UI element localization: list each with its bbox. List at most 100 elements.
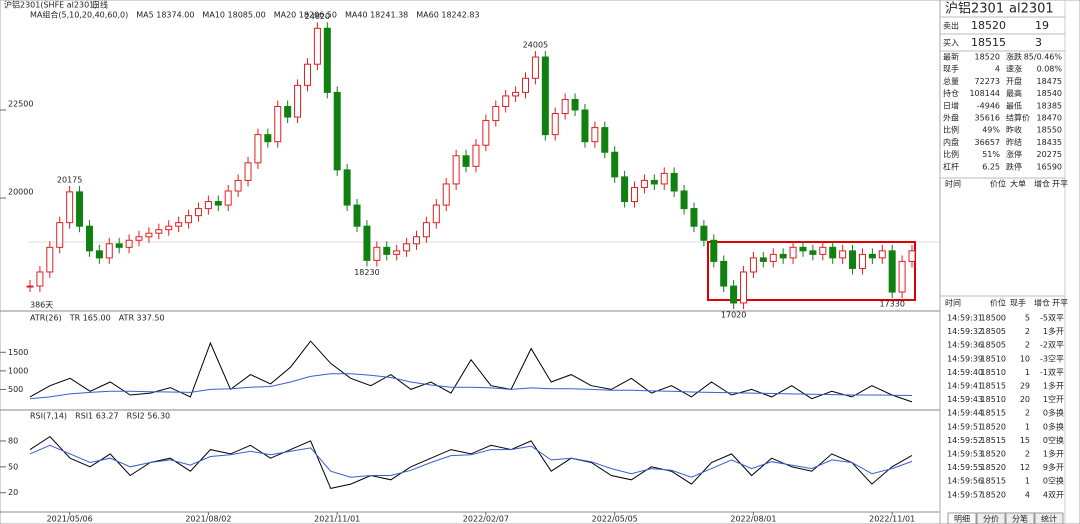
candle bbox=[323, 27, 331, 93]
trade-cell: 18520 bbox=[981, 463, 1006, 472]
tab[interactable] bbox=[1005, 512, 1035, 524]
trade-cell: -3 bbox=[1040, 354, 1048, 363]
quote-value: 0.08% bbox=[1037, 65, 1063, 74]
trade-cell: 18515 bbox=[981, 382, 1006, 391]
candle bbox=[165, 225, 173, 231]
tab-label[interactable]: 分价 bbox=[983, 515, 999, 524]
column-header: 开平 bbox=[1052, 180, 1068, 189]
y-tick-label: 1500 bbox=[8, 348, 28, 357]
quote-value: -4946 bbox=[977, 101, 1000, 110]
candle bbox=[353, 204, 361, 227]
trade-cell: 空开 bbox=[1048, 394, 1064, 404]
tab[interactable] bbox=[947, 512, 977, 524]
candle bbox=[502, 95, 510, 107]
quote-label: 比例 bbox=[943, 125, 959, 135]
highlight-box bbox=[707, 241, 916, 301]
candle bbox=[343, 169, 351, 206]
quote-value: 18475 bbox=[1037, 77, 1062, 86]
tab[interactable] bbox=[1034, 512, 1064, 524]
quote-label: 昨收 bbox=[1006, 125, 1022, 135]
trade-cell: 18505 bbox=[981, 341, 1006, 350]
quote-value: 72273 bbox=[975, 77, 1000, 86]
quote-value: 20275 bbox=[1037, 150, 1062, 159]
trade-cell: 1 bbox=[1025, 368, 1030, 377]
trade-cell: 多开 bbox=[1048, 449, 1064, 459]
trade-cell: 15 bbox=[1020, 436, 1030, 445]
quote-value: 36657 bbox=[975, 138, 1000, 147]
tab-label[interactable]: 统计 bbox=[1041, 514, 1057, 524]
trade-cell: 14:59:44 bbox=[947, 409, 983, 418]
quote-value: 85/0.46% bbox=[1024, 53, 1063, 62]
candle bbox=[234, 179, 242, 192]
y-tick-label: 20000 bbox=[8, 188, 33, 197]
trade-cell: 双开 bbox=[1048, 490, 1064, 499]
book-label: 买入 bbox=[943, 39, 959, 48]
candle bbox=[95, 250, 103, 259]
quote-label: 比例 bbox=[943, 149, 959, 159]
trade-cell: 1 bbox=[1025, 477, 1030, 486]
candle bbox=[46, 246, 54, 273]
column-header: 价位 bbox=[990, 179, 1006, 189]
quote-label: 外盘 bbox=[943, 113, 959, 123]
trade-cell: 14:59:41 bbox=[947, 382, 983, 391]
period[interactable]: 日线 bbox=[92, 0, 108, 10]
trade-cell: 0 bbox=[1043, 409, 1048, 418]
book-label: 卖出 bbox=[943, 21, 959, 31]
candle bbox=[561, 98, 569, 115]
candle bbox=[452, 155, 460, 185]
tab-label[interactable]: 分笔 bbox=[1012, 514, 1028, 524]
trade-cell: 空换 bbox=[1048, 435, 1064, 445]
trade-cell: 多换 bbox=[1048, 408, 1064, 418]
candle bbox=[759, 257, 767, 262]
tab-label[interactable]: 明细 bbox=[954, 514, 970, 524]
quote-label: 涨跌 bbox=[1006, 52, 1022, 62]
quote-label: 速涨 bbox=[1006, 64, 1022, 74]
tab[interactable] bbox=[976, 512, 1006, 524]
series-line bbox=[29, 340, 913, 403]
trade-cell: 双平 bbox=[1048, 341, 1064, 350]
candle bbox=[284, 105, 292, 118]
trade-cell: 14:59:55 bbox=[947, 463, 983, 472]
candle bbox=[145, 232, 153, 238]
legend-entry: MA40 18241.38 bbox=[345, 11, 408, 20]
series-line bbox=[29, 444, 913, 478]
candle bbox=[66, 191, 74, 224]
trade-cell: 0 bbox=[1043, 436, 1048, 445]
candle bbox=[551, 113, 559, 136]
candle bbox=[621, 176, 629, 203]
y-tick-label: 1000 bbox=[8, 366, 28, 375]
trade-cell: -2 bbox=[1040, 341, 1048, 350]
quote-label: 最低 bbox=[1006, 100, 1022, 110]
trade-cell: 18515 bbox=[981, 409, 1006, 418]
price-annotation: 17020 bbox=[721, 310, 746, 319]
candle bbox=[383, 246, 391, 255]
quote-label: 跌停 bbox=[1006, 161, 1022, 171]
candle bbox=[730, 285, 738, 304]
candle bbox=[611, 151, 619, 178]
quote-value: 49% bbox=[982, 126, 1000, 135]
candle bbox=[254, 134, 262, 164]
candle bbox=[670, 172, 678, 192]
trade-cell: 14:59:39 bbox=[947, 354, 983, 363]
candle bbox=[76, 191, 84, 227]
legend-entry: ATR 337.50 bbox=[119, 314, 165, 323]
quote-label: 总量 bbox=[943, 76, 959, 86]
y-tick-label: 50 bbox=[8, 462, 18, 471]
trade-cell: 14:59:51 bbox=[947, 422, 983, 431]
quote-label: 现手 bbox=[943, 64, 959, 74]
quote-value: 18470 bbox=[1037, 114, 1062, 123]
candle bbox=[769, 253, 777, 262]
candle bbox=[541, 56, 549, 136]
candle bbox=[710, 239, 718, 262]
quote-value: 35616 bbox=[975, 114, 1000, 123]
quote-label: 日增 bbox=[943, 100, 959, 110]
candle bbox=[294, 84, 302, 118]
trade-cell: 9 bbox=[1043, 463, 1048, 472]
trade-cell: 14:59:31 bbox=[947, 314, 983, 323]
trade-cell: 14:59:36 bbox=[947, 341, 983, 350]
legend-entry: MA60 18242.83 bbox=[416, 11, 479, 20]
candle bbox=[194, 208, 202, 217]
x-tick-label: 2022/05/05 bbox=[592, 515, 638, 524]
trade-cell: 18510 bbox=[981, 368, 1006, 377]
candle bbox=[640, 179, 648, 188]
